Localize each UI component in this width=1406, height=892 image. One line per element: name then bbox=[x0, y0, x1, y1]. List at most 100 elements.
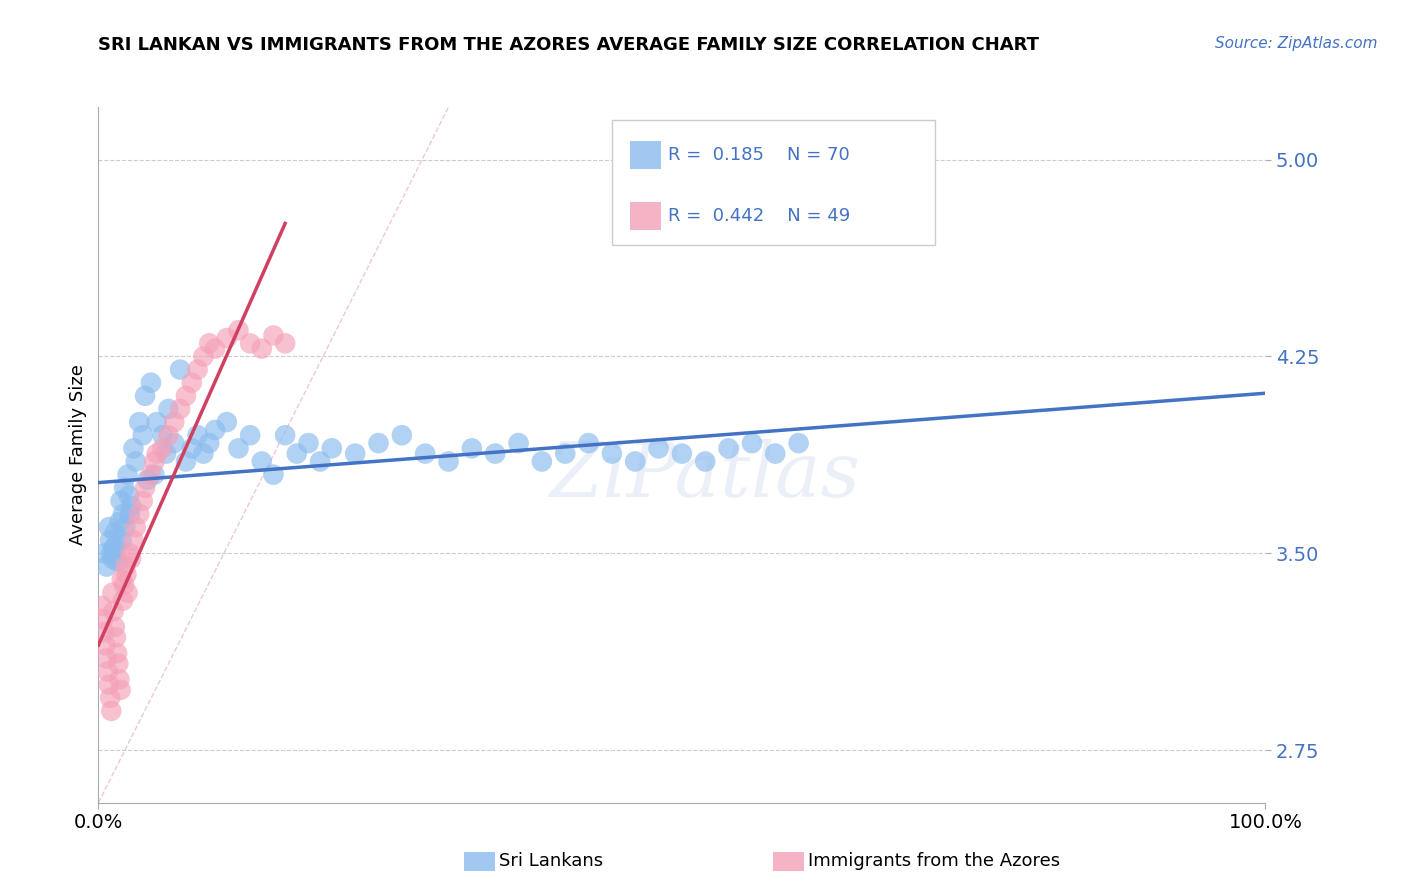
Point bbox=[110, 494, 132, 508]
Point bbox=[110, 682, 132, 697]
Point bbox=[111, 533, 134, 548]
Point bbox=[97, 665, 120, 679]
Point bbox=[117, 467, 139, 482]
Point bbox=[122, 442, 145, 456]
Point bbox=[105, 554, 128, 568]
Text: Source: ZipAtlas.com: Source: ZipAtlas.com bbox=[1215, 36, 1378, 51]
Point bbox=[125, 520, 148, 534]
Point bbox=[309, 454, 332, 468]
Point bbox=[741, 436, 763, 450]
Point bbox=[193, 447, 215, 461]
Point bbox=[98, 533, 121, 548]
Point bbox=[111, 593, 134, 607]
Point bbox=[120, 499, 142, 513]
Point bbox=[125, 454, 148, 468]
Point bbox=[97, 678, 120, 692]
Point bbox=[93, 625, 115, 640]
Point bbox=[90, 599, 112, 613]
Point bbox=[763, 447, 786, 461]
Point bbox=[180, 442, 202, 456]
Point bbox=[104, 631, 127, 645]
Point bbox=[132, 494, 155, 508]
Point bbox=[157, 428, 180, 442]
Point bbox=[344, 447, 367, 461]
Point bbox=[146, 447, 169, 461]
Point bbox=[139, 467, 162, 482]
Point bbox=[146, 415, 169, 429]
Point bbox=[108, 515, 131, 529]
Point bbox=[187, 362, 209, 376]
Point bbox=[152, 442, 174, 456]
Point bbox=[101, 551, 124, 566]
Point bbox=[118, 489, 141, 503]
Point bbox=[101, 586, 124, 600]
Point bbox=[695, 454, 717, 468]
Point bbox=[118, 507, 141, 521]
Point bbox=[262, 467, 284, 482]
Point bbox=[250, 454, 273, 468]
Point bbox=[103, 604, 125, 618]
Point bbox=[120, 551, 142, 566]
Point bbox=[297, 436, 319, 450]
Point bbox=[717, 442, 740, 456]
Text: ZiPatlas: ZiPatlas bbox=[550, 439, 860, 513]
Point bbox=[163, 436, 186, 450]
Point bbox=[143, 467, 166, 482]
Point bbox=[193, 350, 215, 364]
Point bbox=[107, 657, 129, 671]
Point bbox=[100, 546, 122, 560]
Point bbox=[96, 559, 118, 574]
Point bbox=[108, 673, 131, 687]
Point bbox=[105, 646, 128, 660]
Point bbox=[180, 376, 202, 390]
Point bbox=[215, 415, 238, 429]
Point bbox=[239, 428, 262, 442]
Point bbox=[169, 401, 191, 416]
Point bbox=[104, 525, 127, 540]
Point bbox=[128, 415, 150, 429]
Point bbox=[128, 507, 150, 521]
Point bbox=[274, 428, 297, 442]
Point bbox=[508, 436, 530, 450]
Point bbox=[96, 651, 118, 665]
Point bbox=[198, 436, 221, 450]
Point bbox=[139, 376, 162, 390]
Text: Immigrants from the Azores: Immigrants from the Azores bbox=[808, 852, 1060, 870]
Point bbox=[111, 573, 134, 587]
Point bbox=[204, 423, 226, 437]
Point bbox=[367, 436, 389, 450]
Point bbox=[104, 620, 127, 634]
Point bbox=[174, 454, 197, 468]
Point bbox=[578, 436, 600, 450]
Point bbox=[198, 336, 221, 351]
Point bbox=[250, 342, 273, 356]
Point bbox=[671, 447, 693, 461]
Point bbox=[413, 447, 436, 461]
Point bbox=[134, 389, 156, 403]
Point bbox=[647, 442, 669, 456]
Point bbox=[112, 578, 135, 592]
Point bbox=[461, 442, 484, 456]
Point bbox=[143, 454, 166, 468]
Point bbox=[132, 428, 155, 442]
Y-axis label: Average Family Size: Average Family Size bbox=[69, 365, 87, 545]
Point bbox=[169, 362, 191, 376]
Point bbox=[215, 331, 238, 345]
Point bbox=[554, 447, 576, 461]
Point bbox=[484, 447, 506, 461]
Text: R =  0.442    N = 49: R = 0.442 N = 49 bbox=[668, 207, 851, 225]
Point bbox=[114, 520, 136, 534]
Point bbox=[111, 507, 134, 521]
Point bbox=[228, 323, 250, 337]
Point bbox=[100, 704, 122, 718]
Point bbox=[391, 428, 413, 442]
Point bbox=[122, 533, 145, 548]
Point bbox=[624, 454, 647, 468]
Point bbox=[112, 481, 135, 495]
Point bbox=[104, 539, 127, 553]
Point bbox=[274, 336, 297, 351]
Point bbox=[115, 567, 138, 582]
Point bbox=[134, 481, 156, 495]
Text: R =  0.185    N = 70: R = 0.185 N = 70 bbox=[668, 146, 849, 164]
Point bbox=[93, 546, 115, 560]
